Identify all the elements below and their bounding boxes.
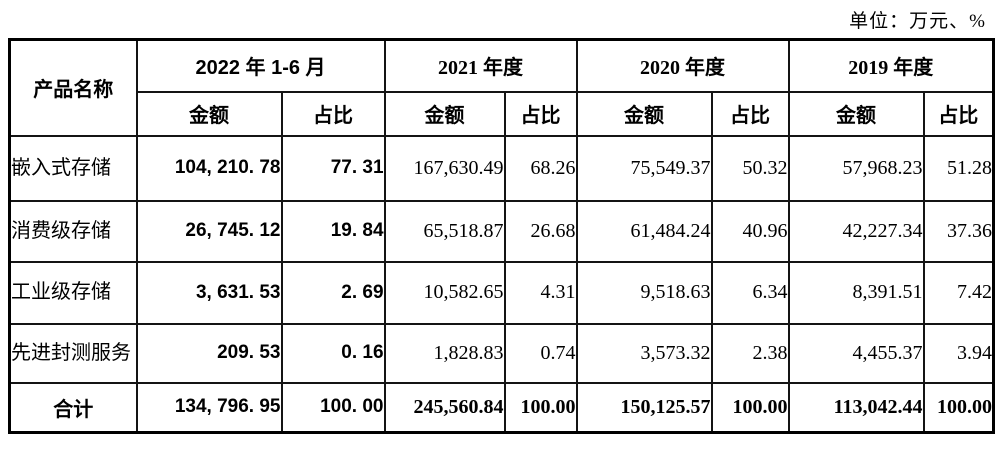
cell-amount-2020: 75,549.37 <box>575 134 713 202</box>
cell-amount-2022: 3, 631. 53 <box>135 260 283 325</box>
header-ratio-2022: 占比 <box>280 90 386 137</box>
cell-ratio-2019: 37.36 <box>922 199 995 263</box>
total-ratio-2021: 100.00 <box>503 381 578 434</box>
cell-ratio-2020: 50.32 <box>710 134 790 202</box>
header-ratio-2019: 占比 <box>922 90 995 137</box>
header-amount-2021: 金额 <box>383 90 506 137</box>
row-name: 嵌入式存储 <box>8 134 138 202</box>
header-product-name: 产品名称 <box>8 38 138 137</box>
header-period-2021: 2021 年度 <box>383 38 578 93</box>
cell-ratio-2020: 2.38 <box>710 322 790 384</box>
cell-ratio-2019: 51.28 <box>922 134 995 202</box>
header-row-periods: 产品名称 2022 年 1-6 月 2021 年度 2020 年度 2019 年… <box>8 38 995 137</box>
header-amount-2020: 金额 <box>575 90 713 137</box>
total-label: 合计 <box>8 381 138 434</box>
header-period-2022: 2022 年 1-6 月 <box>135 38 386 93</box>
total-amount-2019: 113,042.44 <box>787 381 925 434</box>
header-row-measures: 金额 占比 金额 占比 金额 占比 金额 占比 <box>10 90 995 137</box>
header-ratio-2021: 占比 <box>503 90 578 137</box>
cell-amount-2021: 10,582.65 <box>383 260 506 325</box>
row-name: 工业级存储 <box>8 260 138 325</box>
unit-label: 单位：万元、% <box>849 11 986 32</box>
product-revenue-table: 产品名称 2022 年 1-6 月 2021 年度 2020 年度 2019 年… <box>8 38 996 434</box>
cell-ratio-2022: 19. 84 <box>280 199 386 263</box>
total-amount-2021: 245,560.84 <box>383 381 506 434</box>
cell-amount-2021: 1,828.83 <box>383 322 506 384</box>
cell-ratio-2021: 4.31 <box>503 260 578 325</box>
total-ratio-2019: 100.00 <box>922 381 995 434</box>
table-row-packaging-testing: 先进封测服务 209. 53 0. 16 1,828.83 0.74 3,573… <box>8 322 995 384</box>
cell-ratio-2021: 0.74 <box>503 322 578 384</box>
cell-ratio-2022: 77. 31 <box>280 134 386 202</box>
cell-ratio-2019: 3.94 <box>922 322 995 384</box>
cell-ratio-2019: 7.42 <box>922 260 995 325</box>
table-row-consumer-storage: 消费级存储 26, 745. 12 19. 84 65,518.87 26.68… <box>8 199 995 263</box>
header-period-2020: 2020 年度 <box>575 38 790 93</box>
header-period-2019: 2019 年度 <box>787 38 995 93</box>
total-ratio-2020: 100.00 <box>710 381 790 434</box>
cell-ratio-2021: 68.26 <box>503 134 578 202</box>
cell-ratio-2020: 6.34 <box>710 260 790 325</box>
table-row-embedded-storage: 嵌入式存储 104, 210. 78 77. 31 167,630.49 68.… <box>8 134 995 202</box>
cell-ratio-2022: 2. 69 <box>280 260 386 325</box>
cell-amount-2022: 104, 210. 78 <box>135 134 283 202</box>
cell-amount-2022: 26, 745. 12 <box>135 199 283 263</box>
cell-amount-2019: 8,391.51 <box>787 260 925 325</box>
cell-amount-2020: 61,484.24 <box>575 199 713 263</box>
cell-amount-2019: 4,455.37 <box>787 322 925 384</box>
table-row-total: 合计 134, 796. 95 100. 00 245,560.84 100.0… <box>8 381 995 434</box>
row-name: 先进封测服务 <box>8 322 138 384</box>
table-row-industrial-storage: 工业级存储 3, 631. 53 2. 69 10,582.65 4.31 9,… <box>8 260 995 325</box>
header-amount-2019: 金额 <box>787 90 925 137</box>
header-amount-2022: 金额 <box>135 90 283 137</box>
cell-amount-2021: 167,630.49 <box>383 134 506 202</box>
header-ratio-2020: 占比 <box>710 90 790 137</box>
cell-ratio-2021: 26.68 <box>503 199 578 263</box>
total-amount-2022: 134, 796. 95 <box>135 381 283 434</box>
cell-amount-2020: 3,573.32 <box>575 322 713 384</box>
cell-ratio-2020: 40.96 <box>710 199 790 263</box>
total-ratio-2022: 100. 00 <box>280 381 386 434</box>
cell-amount-2021: 65,518.87 <box>383 199 506 263</box>
cell-amount-2019: 42,227.34 <box>787 199 925 263</box>
cell-amount-2020: 9,518.63 <box>575 260 713 325</box>
cell-ratio-2022: 0. 16 <box>280 322 386 384</box>
cell-amount-2019: 57,968.23 <box>787 134 925 202</box>
cell-amount-2022: 209. 53 <box>135 322 283 384</box>
total-amount-2020: 150,125.57 <box>575 381 713 434</box>
row-name: 消费级存储 <box>8 199 138 263</box>
